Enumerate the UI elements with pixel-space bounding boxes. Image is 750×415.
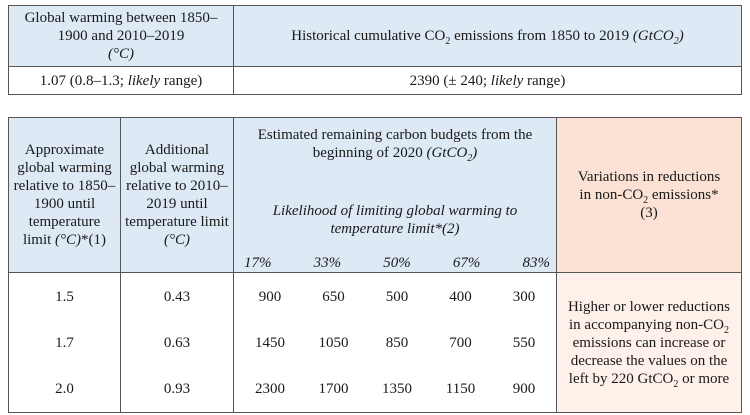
budget-value: 1700 [318,380,349,397]
additional-column: 0.43 0.63 0.93 [120,272,234,413]
header-text: Additional global warming relative to 20… [125,142,229,230]
note-text: emissions can increase or decrease the v… [568,334,728,387]
budget-value: 900 [258,288,282,305]
unit: (GtCO [632,28,674,44]
header-remaining-budgets: Estimated remaining carbon budgets from … [233,117,557,273]
subscript: 2 [673,36,679,47]
variation-note: Higher or lower reductions in accompanyi… [556,272,742,413]
header-variations: Variations in reductions in non-CO2 emis… [556,117,742,273]
warming-1-5: 1.5 [55,288,74,305]
budget-value: 850 [385,334,409,351]
unit: (GtCO [426,145,468,161]
header-global-warming: Global warming between 1850–1900 and 201… [8,5,234,67]
unit: ) [678,28,684,44]
header-text: Variations in reductions in non-CO [577,169,721,203]
additional-value: 0.93 [163,380,191,397]
additional-value: 0.43 [163,288,191,305]
budget-value: 1150 [445,380,476,397]
header-text: emissions*(3) [640,187,719,221]
warming-2-0: 2.0 [55,380,74,397]
budget-value: 300 [512,288,536,305]
value: 1.07 (0.8–1.3; [39,72,128,89]
budget-row: 900 650 500 400 300 [234,288,556,306]
header-cumulative-emissions: Historical cumulative CO2 emissions from… [233,5,742,67]
unit: (°C) [55,232,82,248]
budget-value: 1350 [382,380,412,397]
value: 2390 (± 240; [409,72,491,89]
budget-value: 1050 [318,334,349,351]
unit: ) [472,145,478,161]
header-text: Estimated remaining carbon budgets from … [257,127,533,161]
historical-warming-table: Global warming between 1850–1900 and 201… [8,5,742,95]
budget-title: Estimated remaining carbon budgets from … [234,118,556,184]
likelihood-83: 83% [522,255,551,271]
subscript: 2 [467,153,473,164]
budget-row: 1450 1050 850 700 550 [234,334,556,352]
header-text: Approximate global warming relative to 1… [13,142,116,248]
likelihood-row: 17% 33% 50% 67% 83% [234,254,556,272]
likely: likely [490,72,524,89]
header-text: Historical cumulative CO [291,28,446,44]
subscript: 2 [723,324,729,336]
likelihood-67: 67% [452,255,481,271]
budget-value: 1450 [255,334,285,351]
budget-values: 900 650 500 400 300 1450 1050 850 700 550 2300 17… [233,272,557,413]
note-text: Higher or lower reductions in accompanyi… [567,298,731,333]
value: range) [160,72,203,89]
note: *(1) [81,232,107,248]
warming-column: 1.5 1.7 2.0 [8,272,121,413]
budget-value: 900 [512,380,536,397]
header-approx-warming: Approximate global warming relative to 1… [8,117,121,273]
additional-value: 0.63 [163,334,191,351]
header-text: Global warming between 1850–1900 and 201… [24,10,218,44]
unit: (°C) [108,46,134,62]
warming-1-7: 1.7 [55,334,74,351]
budget-value: 500 [385,288,409,305]
likely: likely [127,72,161,89]
likelihood-50: 50% [383,255,411,271]
emissions-value-cell: 2390 (± 240; likely range) [233,66,742,95]
unit: (°C) [164,232,190,248]
note-text: or more [678,370,730,387]
likelihood-17: 17% [244,255,272,271]
warming-value-cell: 1.07 (0.8–1.3; likely range) [8,66,234,95]
budget-value: 400 [449,288,472,305]
subscript: 2 [445,36,451,47]
likelihood-33: 33% [313,255,342,271]
budget-row: 2300 1700 1350 1150 900 [234,380,556,398]
budget-value: 700 [449,334,472,351]
value: range) [523,72,566,89]
budget-value: 550 [512,334,536,351]
budget-value: 2300 [255,380,285,397]
carbon-budget-table: Approximate global warming relative to 1… [8,117,742,413]
header-additional-warming: Additional global warming relative to 20… [120,117,234,273]
likelihood-header: Likelihood of limiting global warming to… [272,203,518,237]
subscript: 2 [643,195,649,206]
header-text: emissions from 1850 to 2019 [450,28,633,44]
budget-value: 650 [322,288,345,305]
subscript: 2 [673,378,679,390]
